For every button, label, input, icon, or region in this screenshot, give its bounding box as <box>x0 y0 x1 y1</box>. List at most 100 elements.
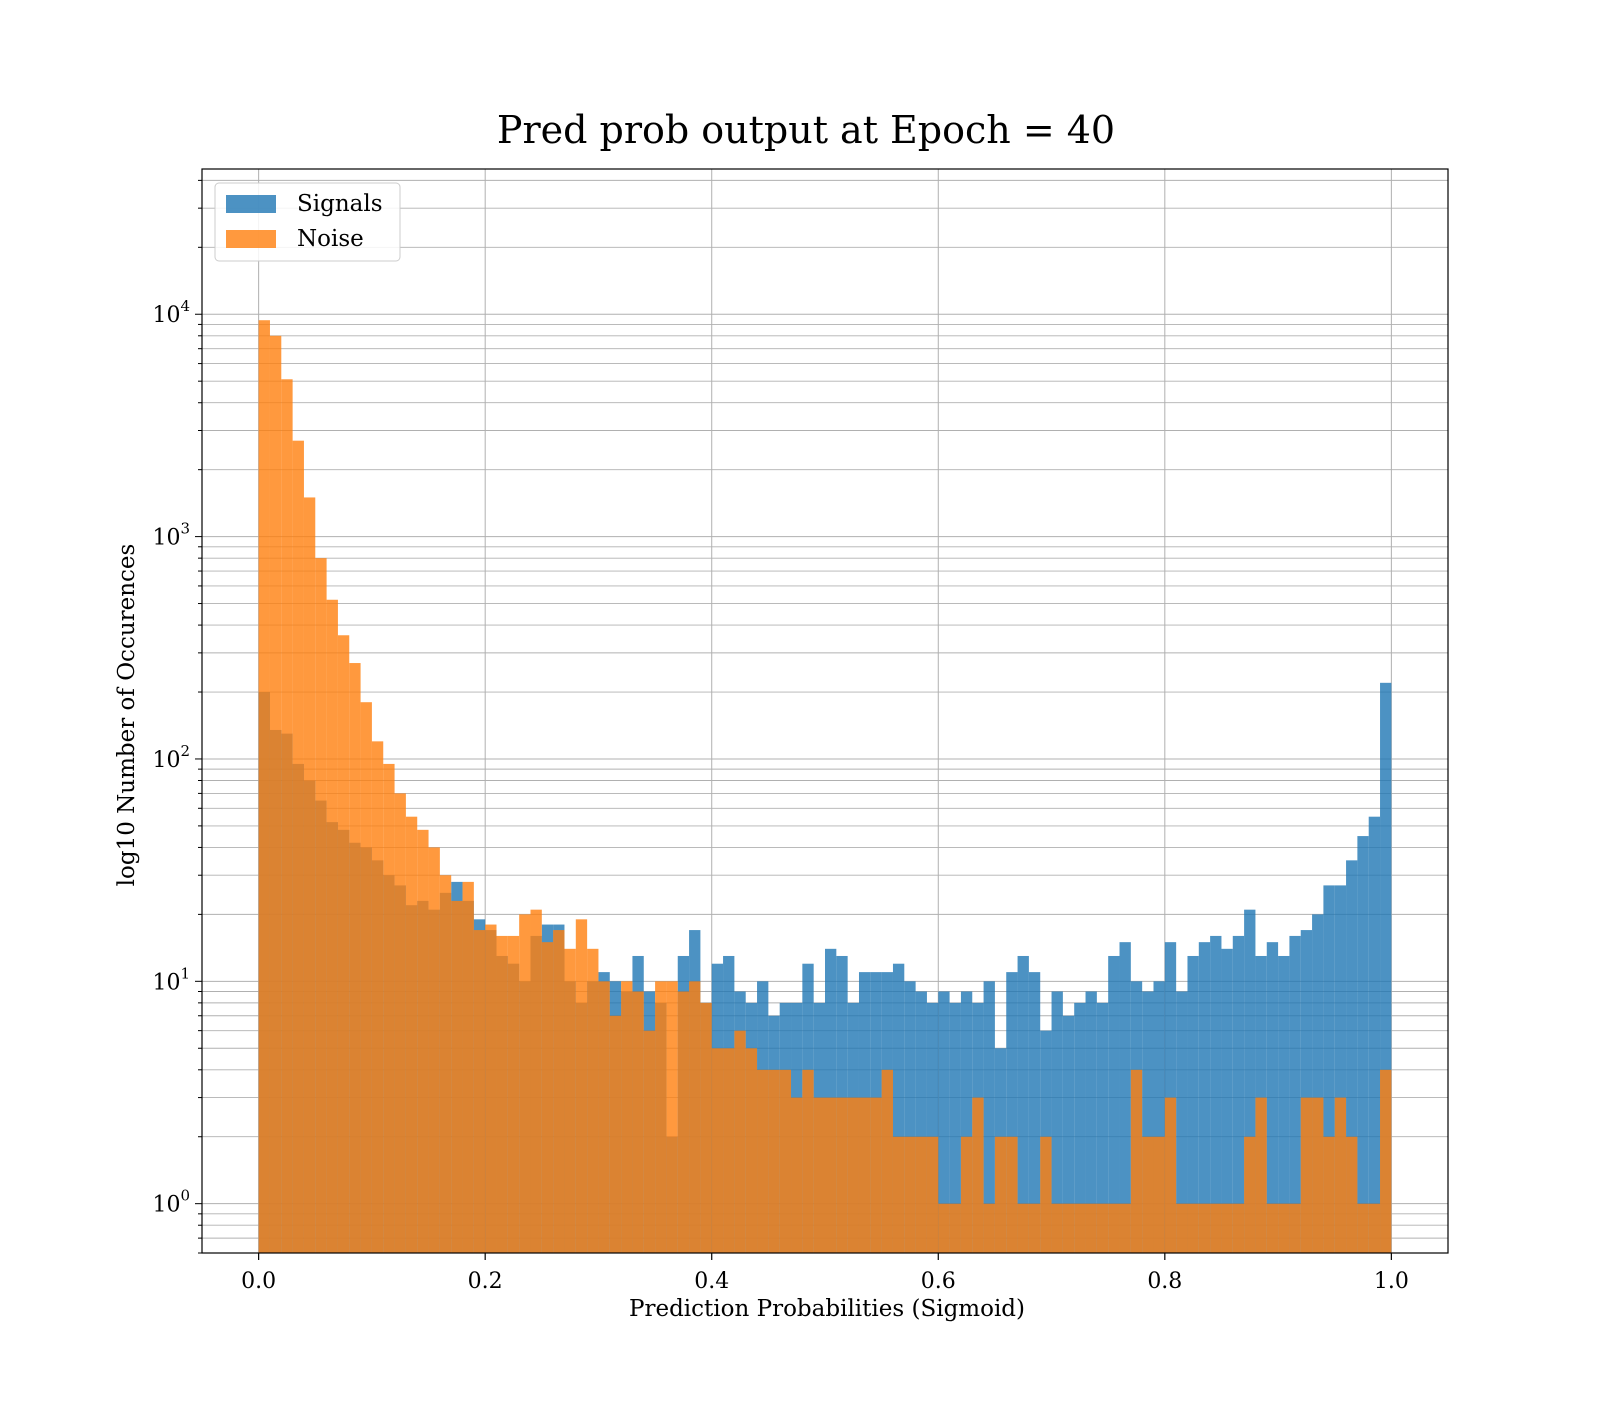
x-tick-label: 0.8 <box>1147 1269 1182 1294</box>
histogram-bar <box>1028 1203 1041 1253</box>
histogram-bar <box>575 919 588 1253</box>
histogram-bar <box>1198 942 1211 1253</box>
histogram-bar <box>1244 1136 1256 1253</box>
histogram-bar <box>813 1097 825 1253</box>
histogram-bar <box>1278 955 1290 1253</box>
histogram-bar <box>360 702 372 1253</box>
histogram-bar <box>1028 972 1041 1253</box>
y-axis-label: log10 Number of Occurences <box>114 544 140 887</box>
histogram-bar <box>1006 1136 1018 1253</box>
histogram-bar <box>915 1136 927 1253</box>
histogram-bar <box>1289 935 1301 1253</box>
histogram-bar <box>847 1097 859 1253</box>
histogram-bar <box>1006 972 1018 1253</box>
histogram-bar <box>1040 1136 1052 1253</box>
histogram-bar <box>1210 935 1222 1253</box>
histogram-bar <box>1176 1203 1188 1253</box>
histogram-bar <box>1130 1069 1143 1253</box>
histogram-bar <box>791 1097 803 1253</box>
y-tick-label: 102 <box>152 742 190 773</box>
histogram-bar <box>972 1097 984 1253</box>
x-axis-label: Prediction Probabilities (Sigmoid) <box>629 1296 1025 1322</box>
histogram-bar <box>938 1203 950 1253</box>
histogram-bar <box>779 1069 792 1253</box>
histogram-bar <box>1323 885 1335 1253</box>
histogram-bar <box>960 991 973 1253</box>
histogram-bar <box>926 1002 939 1253</box>
histogram-bar <box>1085 991 1097 1253</box>
histogram-bar <box>1221 1203 1233 1253</box>
histogram-bar <box>745 1048 758 1253</box>
histogram-bar <box>1221 948 1233 1253</box>
histogram-bar <box>892 963 905 1253</box>
histogram-bar <box>530 909 542 1253</box>
histogram-bar <box>405 816 418 1253</box>
histogram-bar <box>1380 682 1392 1253</box>
histogram-bar <box>292 440 304 1253</box>
histogram-bar <box>541 942 554 1253</box>
x-tick-label: 0.4 <box>694 1269 729 1294</box>
bars <box>258 320 1392 1254</box>
histogram-bar <box>1380 1069 1392 1253</box>
histogram-bar <box>1142 991 1154 1253</box>
histogram-bar <box>655 981 667 1253</box>
histogram-bar <box>1232 935 1245 1253</box>
histogram-bar <box>349 663 361 1253</box>
histogram-bar <box>1278 1203 1290 1253</box>
y-tick-label: 100 <box>152 1187 190 1218</box>
histogram-bar <box>1108 1203 1120 1253</box>
legend: Signals Noise <box>214 182 401 262</box>
legend-swatch <box>226 195 276 213</box>
histogram-bar <box>892 1136 905 1253</box>
histogram-bar <box>1368 816 1381 1253</box>
histogram-bar <box>926 1136 939 1253</box>
histogram-bar <box>1232 1203 1245 1253</box>
histogram-bar <box>938 991 950 1253</box>
histogram-bar <box>462 881 474 1253</box>
histogram-bar <box>1198 1203 1211 1253</box>
histogram-bar <box>1108 955 1120 1253</box>
legend-label: Signals <box>297 191 383 217</box>
series-noise <box>258 320 1392 1254</box>
histogram-bar <box>417 829 429 1253</box>
histogram-bar <box>1119 1203 1131 1253</box>
histogram-bar <box>326 599 338 1253</box>
plot-frame <box>201 168 1449 1254</box>
histogram-bar <box>858 1097 871 1253</box>
histogram-bar <box>1119 942 1131 1253</box>
histogram-bar <box>1289 1203 1301 1253</box>
histogram-bar <box>451 900 463 1253</box>
histogram-bar <box>519 914 531 1253</box>
histogram-bar <box>723 1048 735 1253</box>
histogram-bar <box>303 497 316 1254</box>
histogram-bar <box>632 991 644 1253</box>
histogram-bar <box>983 1203 995 1253</box>
histogram-bar <box>394 793 406 1253</box>
histogram-bar <box>836 1097 848 1253</box>
histogram-bar <box>269 335 282 1253</box>
histogram-bar <box>1300 930 1313 1253</box>
histogram-bar <box>1300 1097 1313 1253</box>
histogram-bar <box>1187 955 1199 1253</box>
histogram-bar <box>1142 1136 1154 1253</box>
x-tick-label: 0.2 <box>468 1269 503 1294</box>
histogram-bar <box>1153 981 1165 1253</box>
histogram-bar <box>1368 1203 1381 1253</box>
histogram-bar <box>598 981 610 1253</box>
histogram-bar <box>949 1203 961 1253</box>
histogram-bar <box>1074 1002 1086 1253</box>
legend-label: Noise <box>297 226 364 252</box>
histogram-bar <box>496 935 508 1253</box>
histogram-bar <box>1017 955 1029 1253</box>
histogram-bar <box>1255 1097 1267 1253</box>
y-tick-label: 101 <box>152 964 190 995</box>
histogram-bar <box>1062 1015 1075 1253</box>
histogram-bar <box>1334 885 1347 1253</box>
histogram-bar <box>507 935 520 1253</box>
histogram-bar <box>1266 942 1279 1253</box>
legend-swatch <box>226 230 276 248</box>
histogram-bar <box>915 991 927 1253</box>
histogram-bar <box>1096 1002 1109 1253</box>
histogram-bar <box>1017 1203 1029 1253</box>
